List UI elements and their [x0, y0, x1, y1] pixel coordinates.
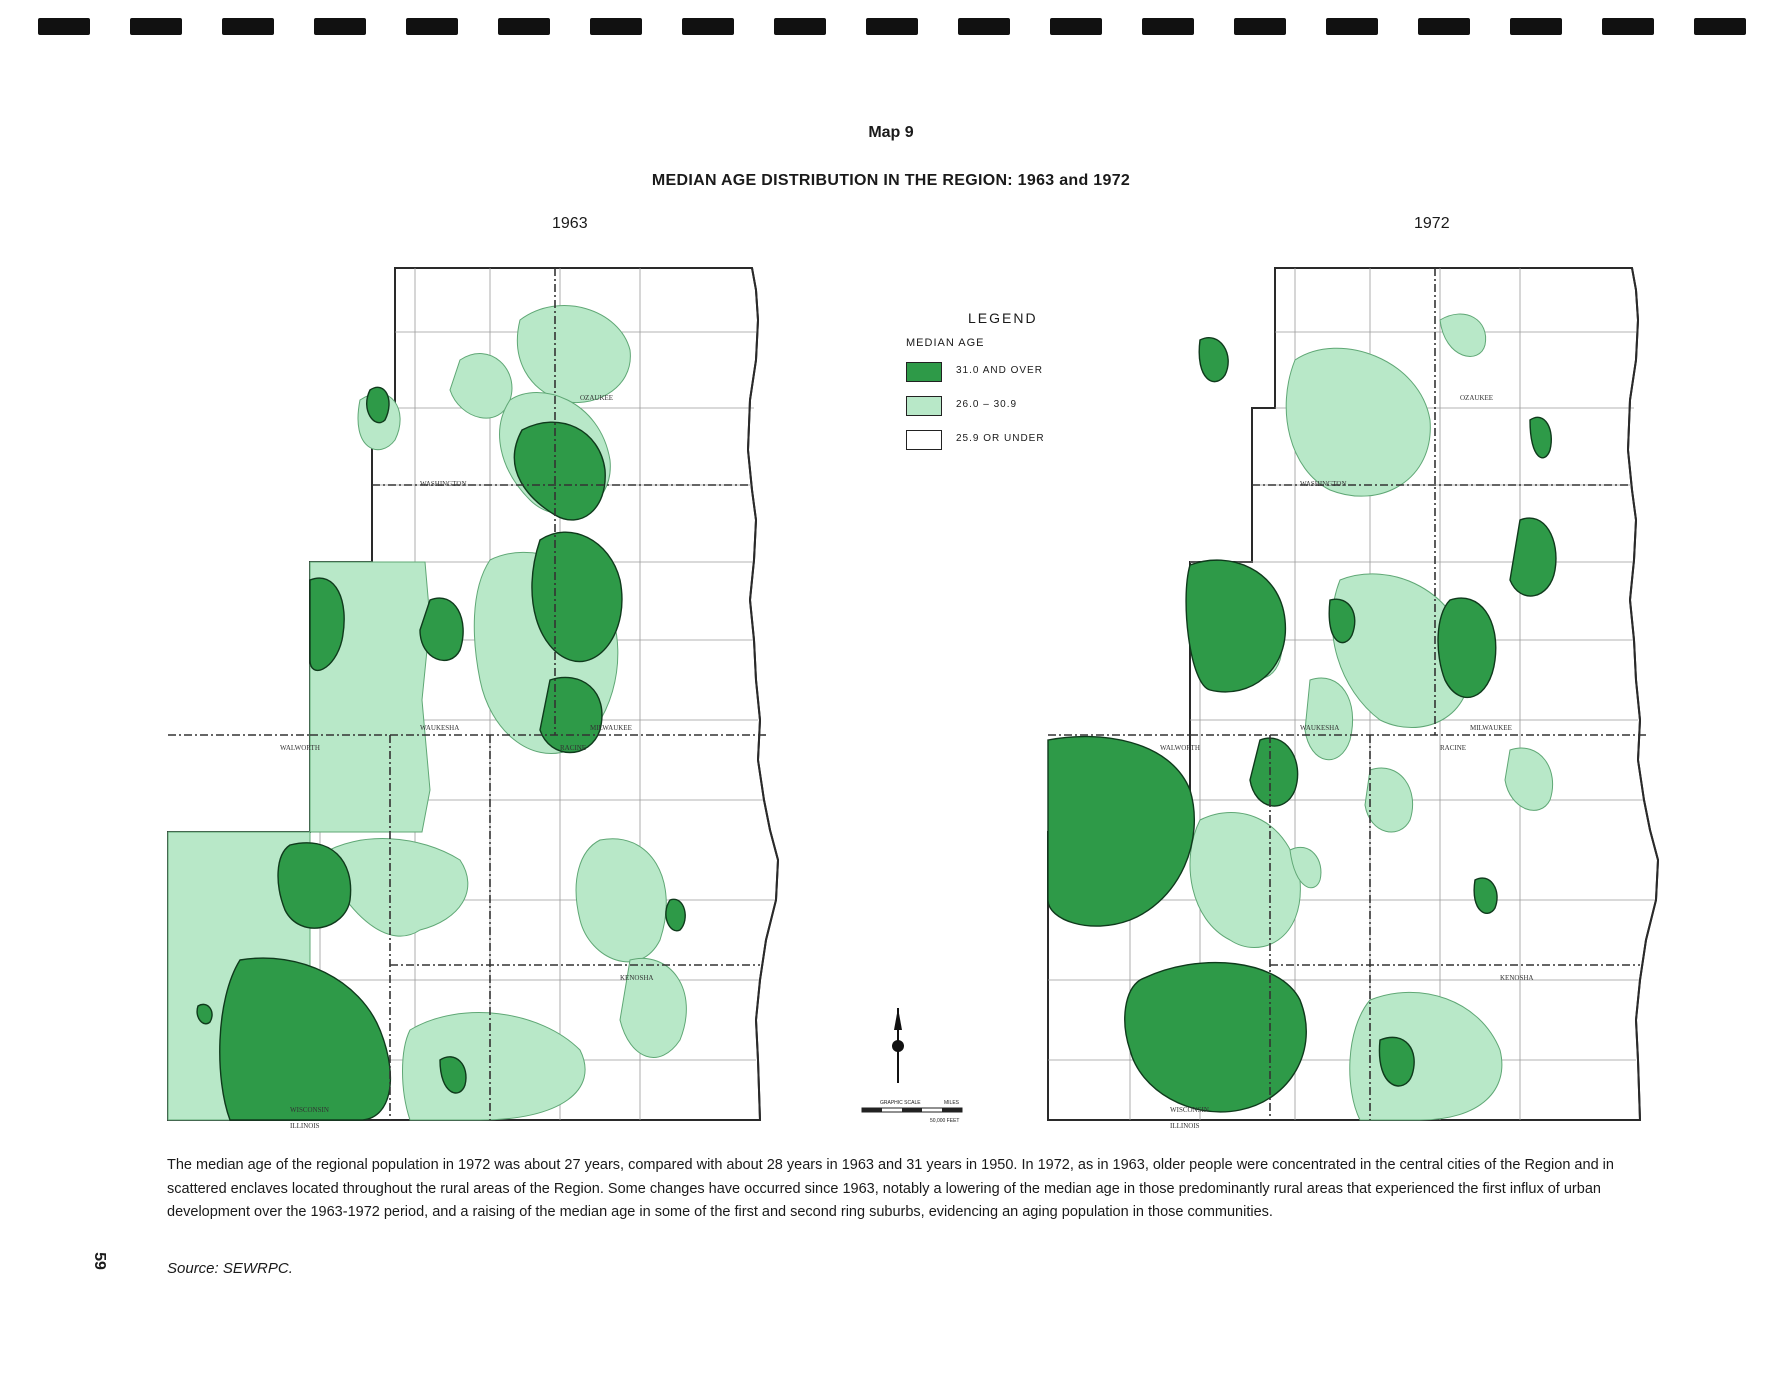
scale-label: GRAPHIC SCALE: [880, 1100, 921, 1106]
binder-mark: [1418, 18, 1470, 35]
binder-strip: [0, 0, 1782, 60]
county-label-kenosha: KENOSHA: [1500, 974, 1533, 982]
map-number: Map 9: [868, 124, 914, 141]
county-label-ozaukee: OZAUKEE: [1460, 394, 1493, 402]
north-arrow-icon: [892, 1008, 904, 1083]
legend-label-high: 31.0 AND OVER: [956, 365, 1043, 376]
binder-mark: [1326, 18, 1378, 35]
north-arrow-and-scale: GRAPHIC SCALE MILES 50,000 FEET: [861, 1008, 963, 1124]
binder-mark: [958, 18, 1010, 35]
binder-mark: [130, 18, 182, 35]
map-caption: The median age of the regional populatio…: [167, 1157, 1614, 1220]
binder-mark: [590, 18, 642, 35]
county-label-waukesha: WAUKESHA: [420, 724, 459, 732]
binder-mark: [1142, 18, 1194, 35]
binder-mark: [774, 18, 826, 35]
median-31-over-areas: [196, 386, 686, 1121]
legend-swatch-mid: [906, 396, 942, 416]
graphic-scale-bar: [861, 1107, 963, 1113]
legend-swatch-low: [906, 430, 942, 450]
county-label-washington: WASHINGTON: [420, 480, 467, 488]
scale-feet: 50,000 FEET: [930, 1118, 959, 1124]
state-label-illinois: ILLINOIS: [1170, 1122, 1200, 1130]
legend-label-low: 25.9 OR UNDER: [956, 433, 1045, 444]
county-label-racine: RACINE: [1440, 744, 1466, 752]
binder-mark: [222, 18, 274, 35]
binder-mark: [38, 18, 90, 35]
state-label-illinois: ILLINOIS: [290, 1122, 320, 1130]
county-label-racine: RACINE: [560, 744, 586, 752]
source-note: Source: SEWRPC.: [167, 1260, 293, 1277]
binder-mark: [866, 18, 918, 35]
binder-mark: [1510, 18, 1562, 35]
county-label-waukesha: WAUKESHA: [1300, 724, 1339, 732]
map-1972: WASHINGTON OZAUKEE WAUKESHA MILWAUKEE WA…: [1047, 267, 1660, 1130]
county-label-walworth: WALWORTH: [280, 744, 320, 752]
lake-michigan-shoreline: [746, 267, 780, 1121]
median-31-over-areas: [1047, 337, 1557, 1113]
county-label-kenosha: KENOSHA: [620, 974, 653, 982]
legend-subtitle: MEDIAN AGE: [906, 337, 985, 349]
binder-mark: [406, 18, 458, 35]
legend-title: LEGEND: [968, 310, 1038, 326]
binder-mark: [1602, 18, 1654, 35]
binder-mark: [1050, 18, 1102, 35]
county-label-walworth: WALWORTH: [1160, 744, 1200, 752]
binder-mark: [1234, 18, 1286, 35]
scale-units: MILES: [944, 1100, 960, 1106]
county-label-washington: WASHINGTON: [1300, 480, 1347, 488]
legend-swatch-high: [906, 362, 942, 382]
page-number: 59: [90, 1252, 108, 1270]
map-1963: WASHINGTON OZAUKEE WAUKESHA MILWAUKEE WA…: [167, 267, 780, 1130]
binder-mark: [1694, 18, 1746, 35]
binder-mark: [314, 18, 366, 35]
county-label-milwaukee: MILWAUKEE: [590, 724, 632, 732]
lake-michigan-shoreline: [1626, 267, 1660, 1121]
map-title: MEDIAN AGE DISTRIBUTION IN THE REGION: 1…: [651, 172, 1131, 189]
county-label-milwaukee: MILWAUKEE: [1470, 724, 1512, 732]
county-label-ozaukee: OZAUKEE: [580, 394, 613, 402]
state-label-wisconsin: WISCONSIN: [290, 1106, 329, 1114]
map-1963-year: 1963: [552, 215, 588, 232]
map-1972-year: 1972: [1414, 215, 1450, 232]
legend-label-mid: 26.0 – 30.9: [956, 399, 1018, 410]
state-label-wisconsin: WISCONSIN: [1170, 1106, 1209, 1114]
binder-mark: [498, 18, 550, 35]
binder-mark: [682, 18, 734, 35]
